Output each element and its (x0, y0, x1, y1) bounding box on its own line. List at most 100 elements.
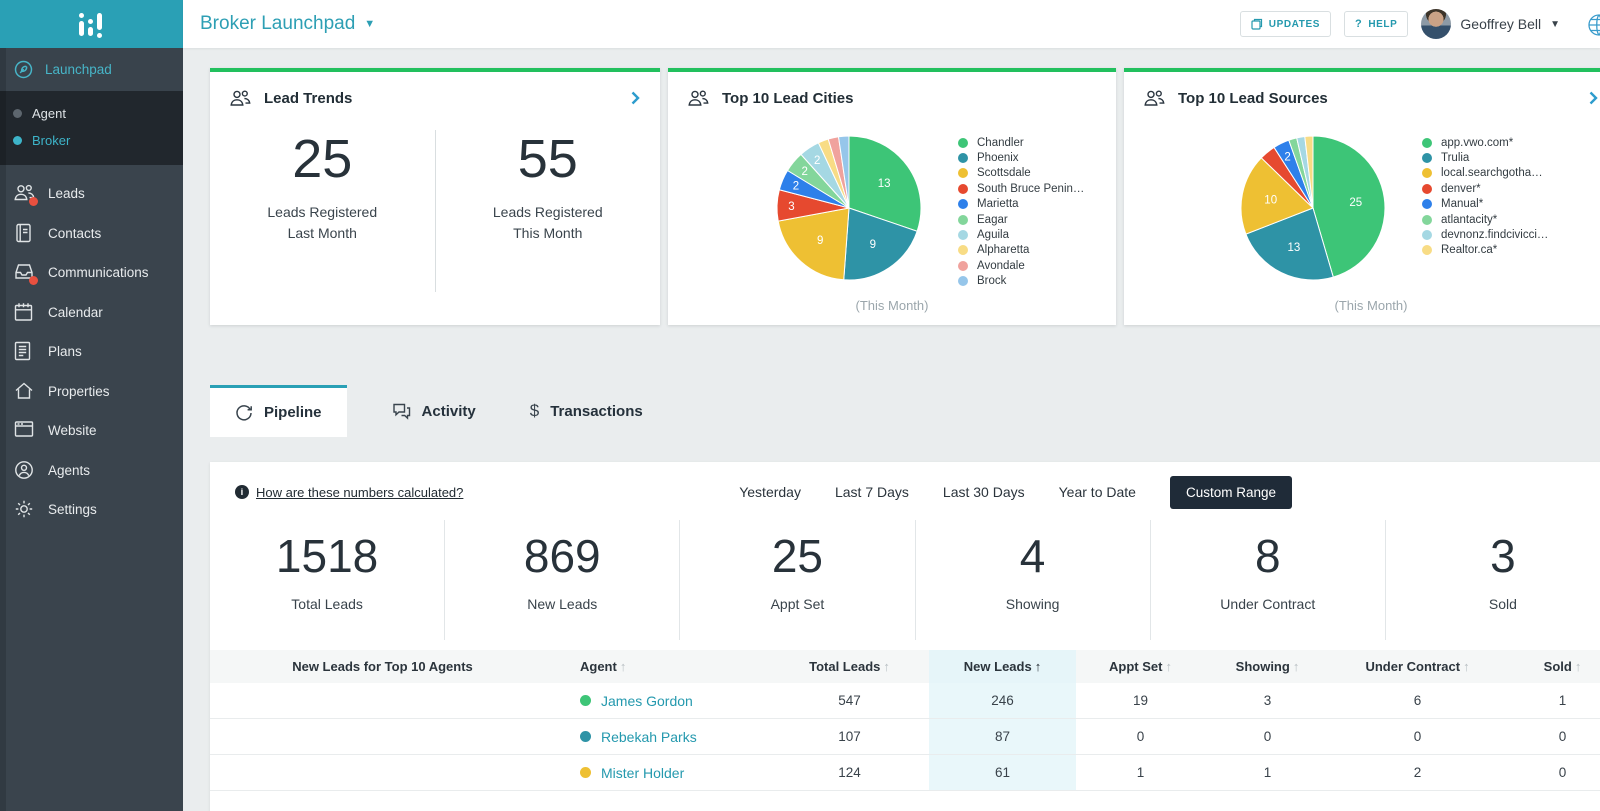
pie-value-label: 13 (1288, 242, 1301, 254)
sidebar-item-contacts[interactable]: Contacts (0, 214, 183, 254)
column-header-new-leads[interactable]: New Leads ↑ (929, 650, 1076, 683)
range-last-7-days[interactable]: Last 7 Days (834, 484, 909, 500)
legend-item-devnonz-findcivicci[interactable]: devnonz.findcivicci… (1422, 227, 1548, 242)
legend-label: app.vwo.com* (1441, 136, 1514, 149)
legend-dot-icon (1422, 137, 1432, 148)
legend-item-south-bruce-penin[interactable]: South Bruce Penin… (958, 181, 1084, 196)
column-header-showing[interactable]: Showing ↑ (1235, 659, 1300, 674)
range-yesterday[interactable]: Yesterday (739, 484, 801, 500)
legend-item-denver[interactable]: denver* (1422, 181, 1548, 196)
legend-item-local-searchgotha[interactable]: local.searchgotha… (1422, 166, 1548, 181)
legend-item-alpharetta[interactable]: Alpharetta (958, 243, 1084, 258)
value-cell: 0 (1263, 729, 1272, 744)
value-cell: 0 (1558, 765, 1567, 780)
pipeline-panel: i How are these numbers calculated? Yest… (210, 462, 1600, 811)
legend-dot-icon (1422, 230, 1432, 241)
legend-item-aguila[interactable]: Aguila (958, 227, 1084, 242)
stat-label: Leads Registered Last Month (267, 204, 378, 242)
sidebar-item-website[interactable]: Website (0, 411, 183, 451)
bullet-dot-icon (13, 136, 22, 145)
legend-item-app-vwo-com[interactable]: app.vwo.com* (1422, 135, 1548, 150)
legend-item-phoenix[interactable]: Phoenix (958, 150, 1084, 165)
sidebar-subitem-broker[interactable]: Broker (0, 127, 183, 154)
how-calculated-link[interactable]: i How are these numbers calculated? (235, 485, 463, 500)
column-header-agent[interactable]: Agent ↑ (580, 659, 627, 674)
page-title-dropdown[interactable]: Broker Launchpad ▼ (200, 13, 375, 35)
lead-sources-pie-chart: 25 13 10 2 (1240, 135, 1386, 281)
sidebar-item-settings[interactable]: Settings (0, 490, 183, 530)
sidebar-item-agents[interactable]: Agents (0, 451, 183, 491)
column-header-total-leads[interactable]: Total Leads ↑ (809, 659, 890, 674)
legend-item-marietta[interactable]: Marietta (958, 197, 1084, 212)
sidebar-subitem-agent[interactable]: Agent (0, 100, 183, 127)
pie-slice-chandler[interactable] (848, 135, 922, 232)
divider (434, 130, 436, 292)
lead-trends-card: Lead Trends 25 Leads Registered Last Mon… (210, 68, 660, 325)
new-leads-cell: 61 (929, 755, 1076, 790)
value-cell: 1 (1558, 693, 1567, 708)
legend-item-trulia[interactable]: Trulia (1422, 150, 1548, 165)
agent-link[interactable]: Mister Holder (601, 764, 685, 781)
subitem-label: Agent (32, 106, 66, 121)
globe-icon[interactable] (1587, 13, 1600, 37)
pie-slice-local-searchgotha[interactable] (1240, 157, 1314, 235)
legend-item-manual[interactable]: Manual* (1422, 197, 1548, 212)
legend-dot-icon (958, 199, 968, 210)
legend-dot-icon (958, 183, 968, 194)
top-lead-sources-card: Top 10 Lead Sources 25 13 10 2 app.vwo.com*… (1124, 68, 1600, 325)
help-button[interactable]: ? HELP (1344, 11, 1409, 37)
column-header-appt-set[interactable]: Appt Set ↑ (1109, 659, 1172, 674)
top-lead-cities-card: Top 10 Lead Cities 13 9 9 3 2 2 2 Chandler Phoe… (668, 68, 1116, 325)
legend-item-atlantacity[interactable]: atlantacity* (1422, 212, 1548, 227)
pie-value-label: 10 (1264, 194, 1277, 206)
range-year-to-date[interactable]: Year to Date (1058, 484, 1136, 500)
updates-button[interactable]: UPDATES (1239, 11, 1332, 37)
legend-item-avondale[interactable]: Avondale (958, 258, 1084, 273)
lead-sources-legend: app.vwo.com* Trulia local.searchgotha… denv… (1422, 135, 1548, 258)
pie-slice-realtor-ca[interactable] (1304, 135, 1314, 209)
sort-arrow-icon: ↑ (1034, 659, 1042, 674)
stat-value: 4 (1019, 530, 1046, 582)
chevron-right-icon[interactable] (631, 91, 640, 105)
agent-cell: Rebekah Parks (555, 729, 770, 745)
tab-activity[interactable]: Activity (365, 385, 503, 437)
column-header-under-contract[interactable]: Under Contract ↑ (1365, 659, 1470, 674)
pie-slice-scottsdale[interactable] (777, 207, 850, 281)
sidebar-item-calendar[interactable]: Calendar (0, 293, 183, 333)
person-circle-icon (14, 460, 36, 481)
sidebar-item-leads[interactable]: Leads (0, 174, 183, 214)
agent-link[interactable]: James Gordon (601, 692, 693, 709)
range-last-30-days[interactable]: Last 30 Days (942, 484, 1025, 500)
legend-dot-icon (958, 245, 968, 256)
sidebar-item-properties[interactable]: Properties (0, 372, 183, 412)
sidebar-item-launchpad[interactable]: Launchpad (0, 48, 183, 91)
column-header-sold[interactable]: Sold ↑ (1543, 659, 1582, 674)
new-leads-cell: 87 (929, 719, 1076, 754)
stat-value: 869 (523, 530, 601, 582)
value-cell: 6 (1413, 693, 1422, 708)
tab-transactions[interactable]: $ Transactions (503, 385, 670, 437)
chat-icon (392, 402, 411, 420)
legend-item-brock[interactable]: Brock (958, 274, 1084, 289)
legend-item-chandler[interactable]: Chandler (958, 135, 1084, 150)
sidebar-item-plans[interactable]: Plans (0, 332, 183, 372)
lead-trends-body: 25 Leads Registered Last Month 55 Leads … (210, 128, 660, 292)
legend-label: Realtor.ca* (1441, 244, 1498, 257)
legend-item-realtor-ca[interactable]: Realtor.ca* (1422, 243, 1548, 258)
pie-slice-app-vwo-com[interactable] (1312, 135, 1386, 278)
stat-value: 8 (1254, 530, 1281, 582)
kvcore-logo-icon (79, 12, 102, 38)
range-custom-range-button[interactable]: Custom Range (1169, 475, 1292, 509)
legend-item-scottsdale[interactable]: Scottsdale (958, 166, 1084, 181)
brand-logo[interactable] (0, 0, 183, 48)
tab-pipeline[interactable]: Pipeline (210, 385, 347, 437)
legend-label: Eagar (977, 213, 1008, 226)
sidebar-item-communications[interactable]: Communications (0, 253, 183, 293)
agent-link[interactable]: Rebekah Parks (601, 728, 697, 745)
chevron-right-icon[interactable] (1589, 91, 1598, 105)
pie-value-label: 2 (801, 166, 807, 178)
pie-slice-phoenix[interactable] (843, 207, 918, 281)
user-menu[interactable]: Geoffrey Bell ▼ (1421, 9, 1560, 39)
legend-item-eagar[interactable]: Eagar (958, 212, 1084, 227)
pie-slice-brock[interactable] (837, 135, 850, 209)
